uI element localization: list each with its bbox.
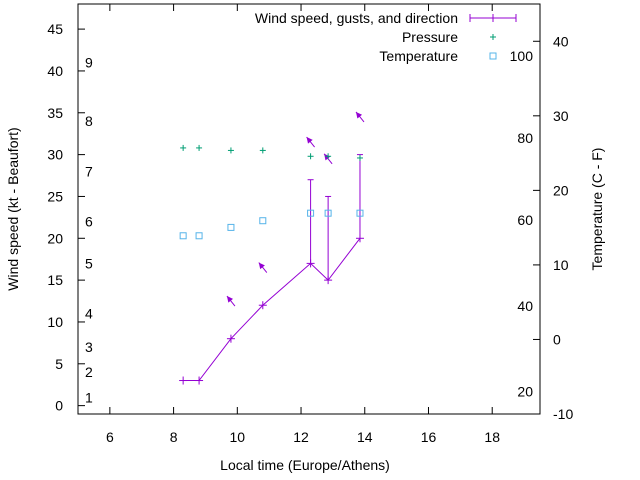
y-tick-label: 20 — [47, 230, 63, 246]
pressure-point — [259, 147, 266, 154]
wind-speed-point — [195, 376, 204, 385]
fahrenheit-label: 80 — [517, 130, 533, 146]
pressure-point — [307, 153, 314, 160]
wind-series — [179, 111, 365, 385]
wind-speed-point — [179, 376, 188, 385]
wind-speed-line — [183, 237, 361, 382]
x-tick-label: 18 — [484, 429, 500, 445]
y-tick-label: 5 — [55, 356, 63, 372]
pressure-series — [180, 144, 363, 161]
beaufort-label: 1 — [85, 389, 93, 405]
x-tick-label: 8 — [170, 429, 178, 445]
pressure-point — [227, 147, 234, 154]
wind-direction-arrow — [258, 262, 268, 273]
fahrenheit-labels: 20 40 60 80 100 — [510, 48, 534, 399]
legend-label-pressure: Pressure — [402, 29, 458, 45]
y-axis-label: Wind speed (kt - Beaufort) — [5, 127, 21, 290]
pressure-point — [325, 153, 332, 160]
y2-tick-label: 0 — [553, 331, 561, 347]
beaufort-label: 2 — [85, 364, 93, 380]
y2-axis-ticks: -10 0 10 20 30 40 — [533, 33, 573, 422]
plot-frame — [77, 3, 541, 415]
beaufort-label: 7 — [85, 163, 93, 179]
fahrenheit-label: 100 — [510, 48, 534, 64]
x-axis-ticks: 6 8 10 12 14 16 18 — [106, 4, 500, 445]
x-tick-label: 12 — [293, 429, 309, 445]
legend-label-wind: Wind speed, gusts, and direction — [255, 10, 458, 26]
x-tick-label: 6 — [106, 429, 114, 445]
temperature-point — [195, 232, 203, 240]
legend-samples — [469, 14, 517, 60]
y2-tick-label: 40 — [553, 33, 569, 49]
temperature-point — [227, 223, 235, 231]
y-tick-label: 30 — [47, 147, 63, 163]
arrow-head — [355, 111, 363, 119]
pressure-point — [356, 154, 363, 161]
wind-direction-arrow — [306, 136, 315, 148]
legend-sample-temperature — [489, 52, 497, 60]
temperature-point — [324, 209, 332, 217]
arrow-head — [226, 296, 234, 303]
temperature-series — [179, 209, 364, 240]
pressure-point — [180, 144, 187, 151]
wind-direction-arrow — [226, 295, 236, 307]
y2-axis-label: Temperature (C - F) — [589, 148, 605, 271]
temperature-point — [307, 209, 315, 217]
x-tick-label: 16 — [421, 429, 437, 445]
y-tick-label: 25 — [47, 188, 63, 204]
y-tick-label: 45 — [47, 21, 63, 37]
beaufort-labels: 1 2 3 4 5 6 7 8 9 — [85, 55, 93, 406]
beaufort-label: 3 — [85, 339, 93, 355]
beaufort-label: 6 — [85, 214, 93, 230]
y2-tick-label: 10 — [553, 257, 569, 273]
y2-tick-label: -10 — [553, 406, 573, 422]
arrow-head — [258, 262, 265, 270]
fahrenheit-label: 40 — [517, 298, 533, 314]
arrow-head — [324, 153, 331, 161]
x-axis-label: Local time (Europe/Athens) — [220, 457, 390, 473]
x-tick-label: 14 — [357, 429, 373, 445]
y-tick-label: 10 — [47, 314, 63, 330]
y-tick-label: 0 — [55, 398, 63, 414]
y-axis-ticks: 0 5 10 15 20 25 30 35 40 45 — [47, 21, 85, 414]
beaufort-label: 5 — [85, 255, 93, 271]
fahrenheit-label: 20 — [517, 384, 533, 400]
x-tick-label: 10 — [230, 429, 246, 445]
temperature-point — [179, 232, 187, 240]
legend: Wind speed, gusts, and direction Pressur… — [255, 10, 517, 64]
y-tick-label: 40 — [47, 63, 63, 79]
legend-label-temperature: Temperature — [379, 48, 458, 64]
beaufort-label: 8 — [85, 113, 93, 129]
wind-direction-arrow — [355, 111, 365, 123]
temperature-point — [259, 217, 267, 225]
fahrenheit-label: 60 — [517, 212, 533, 228]
y2-tick-label: 30 — [553, 108, 569, 124]
y-tick-label: 15 — [47, 272, 63, 288]
wind-speed-point — [226, 334, 235, 343]
beaufort-label: 9 — [85, 55, 93, 71]
beaufort-label: 4 — [85, 306, 93, 322]
pressure-point — [196, 144, 203, 151]
arrow-head — [306, 137, 313, 144]
y-tick-label: 35 — [47, 105, 63, 121]
y2-tick-label: 20 — [553, 182, 569, 198]
wind-speed-point — [258, 301, 267, 310]
temperature-point — [356, 209, 364, 217]
